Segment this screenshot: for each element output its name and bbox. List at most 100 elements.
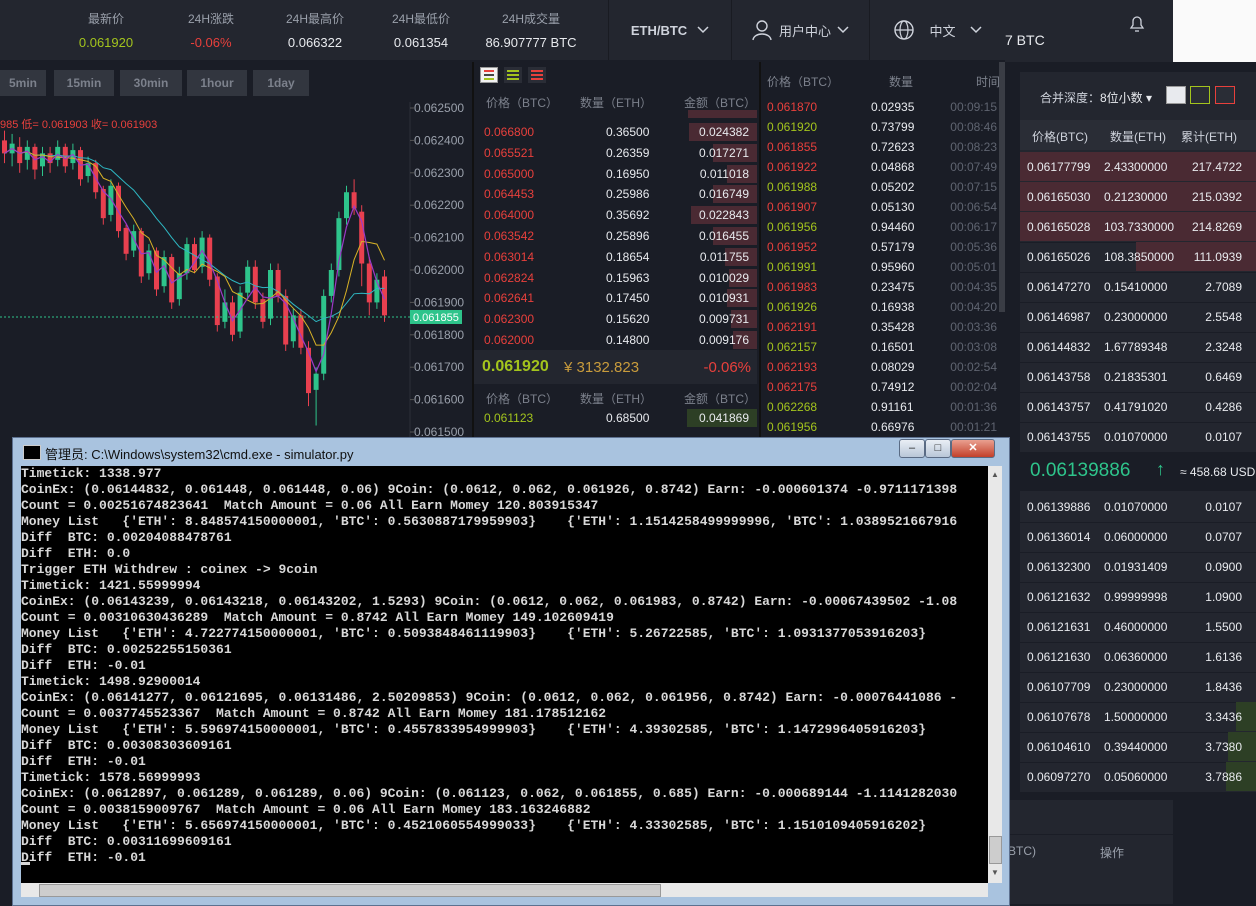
cmd-window[interactable]: 管理员: C:\Windows\system32\cmd.exe - simul… (12, 437, 1010, 906)
depth-bid-row[interactable]: 0.06107678 1.50000000 3.3436 (1020, 702, 1256, 733)
view-sell-icon[interactable] (1215, 86, 1235, 104)
timeframe-1hour[interactable]: 1hour (187, 70, 247, 96)
trade-price: 0.061956 (767, 220, 818, 234)
console-line: Money List {'ETH': 8.848574150000001, 'B… (21, 514, 958, 529)
view-sell-icon[interactable] (528, 67, 546, 83)
maximize-button[interactable]: □ (925, 439, 951, 458)
depth-bid-row[interactable]: 0.06139886 0.01070000 0.0107 (1020, 492, 1256, 523)
depth-ask-row[interactable]: 0.06177799 2.43300000 217.4722 (1020, 152, 1256, 183)
minimize-button[interactable]: – (899, 439, 925, 458)
console-line: Diff ETH: -0.01 (21, 850, 146, 865)
candle-body (275, 270, 281, 296)
pair-selector[interactable]: ETH/BTC (610, 0, 730, 60)
ask-row[interactable]: 0.065521 0.26359 0.017271 (474, 143, 757, 163)
depth-ask-row[interactable]: 0.06143758 0.21835301 0.6469 (1020, 362, 1256, 393)
depth-ask-row[interactable]: 0.06143757 0.41791020 0.4286 (1020, 392, 1256, 423)
ask-total: 0.016749 (698, 187, 749, 202)
depth-total: 3.7380 (1205, 740, 1242, 754)
ask-amount: 0.36500 (606, 125, 650, 139)
ask-amount: 0.15620 (606, 312, 650, 327)
trade-price: 0.061991 (767, 260, 818, 274)
ask-row[interactable]: 0.066800 0.36500 0.024382 (474, 122, 757, 142)
candle-body (214, 276, 220, 326)
order-book-panel: 价格（BTC） 数量（ETH） 金额（BTC） 0.066800 0.36500 0… (472, 62, 759, 437)
trade-time: 00:05:01 (950, 260, 997, 274)
depth-bid-row[interactable]: 0.06132300 0.01931409 0.0900 (1020, 552, 1256, 583)
candle-body (146, 250, 152, 274)
depth-bid-row[interactable]: 0.06121631 0.46000000 1.5500 (1020, 612, 1256, 643)
language-selector[interactable]: 中文 (870, 0, 1005, 60)
view-buy-icon[interactable] (504, 67, 522, 83)
stat-value: 86.907777 BTC (485, 35, 577, 50)
depth-bid-row[interactable]: 0.06136014 0.06000000 0.0707 (1020, 522, 1256, 553)
depth-amount: 1.50000000 (1104, 710, 1168, 724)
price-tick-label: 0.061500 (414, 425, 464, 437)
merge-depth-select[interactable]: 8位小数 ▾ (1100, 91, 1153, 105)
trade-row: 0.062157 0.16501 00:03:08 (761, 337, 1001, 357)
timeframe-30min[interactable]: 30min (120, 70, 182, 96)
depth-bar (727, 164, 757, 183)
ask-row[interactable]: 0.064000 0.35692 0.022843 (474, 205, 757, 225)
divider (731, 0, 732, 60)
user-center-menu[interactable]: 用户中心 (732, 0, 868, 60)
timeframe-15min[interactable]: 15min (54, 70, 114, 96)
trades-scrollbar[interactable] (999, 62, 1005, 312)
vertical-scrollbar[interactable]: ▲ ▼ (988, 466, 1002, 883)
close-button[interactable]: ✕ (951, 439, 995, 458)
scroll-thumb[interactable] (39, 884, 661, 897)
depth-bid-row[interactable]: 0.06121632 0.99999998 1.0900 (1020, 582, 1256, 613)
depth-bid-row[interactable]: 0.06097270 0.05060000 3.7886 (1020, 762, 1256, 793)
scroll-thumb[interactable] (989, 836, 1002, 864)
trade-price: 0.062191 (767, 320, 818, 334)
timeframe-5min[interactable]: 5min (0, 70, 46, 96)
depth-ask-row[interactable]: 0.06147270 0.15410000 2.7089 (1020, 272, 1256, 303)
ask-row[interactable]: 0.063542 0.25896 0.016455 (474, 226, 757, 246)
depth-ask-row[interactable]: 0.06165026 108.3850000 111.0939 (1020, 242, 1256, 273)
depth-ask-row[interactable]: 0.06165028 103.7330000 214.8269 (1020, 212, 1256, 243)
view-both-icon[interactable] (1166, 86, 1186, 104)
trade-row: 0.061991 0.95960 00:05:01 (761, 257, 1001, 277)
timeframe-1day[interactable]: 1day (253, 70, 309, 96)
notification-bell-icon[interactable] (1127, 14, 1147, 34)
candle-body (199, 237, 205, 267)
trade-time: 00:07:49 (950, 160, 997, 174)
depth-bid-row[interactable]: 0.06107709 0.23000000 1.8436 (1020, 672, 1256, 703)
depth-total: 1.5500 (1205, 620, 1242, 634)
console-output[interactable]: Timetick: 1338.977 CoinEx: (0.06144832, 0… (21, 466, 988, 883)
ask-row[interactable]: 0.062300 0.15620 0.009731 (474, 309, 757, 329)
ask-row[interactable]: 0.062641 0.17450 0.010931 (474, 288, 757, 308)
stat-24h-low: 24H最低价 0.061354 (366, 10, 476, 50)
ask-row[interactable]: 0.064453 0.25986 0.016749 (474, 184, 757, 204)
ask-row[interactable]: 0.065000 0.16950 0.011018 (474, 164, 757, 184)
view-both-icon[interactable] (480, 67, 498, 83)
trade-time: 00:03:08 (950, 340, 997, 354)
console-line: Diff BTC: 0.00252255150361 (21, 642, 232, 657)
horizontal-scrollbar[interactable] (21, 883, 988, 897)
ask-row[interactable]: 0.063014 0.18654 0.011755 (474, 247, 757, 267)
depth-ask-row[interactable]: 0.06144832 1.67789348 2.3248 (1020, 332, 1256, 363)
depth-ask-row[interactable]: 0.06143755 0.01070000 0.0107 (1020, 422, 1256, 453)
depth-ask-row[interactable]: 0.06146987 0.23000000 2.5548 (1020, 302, 1256, 333)
last-price: 0.061920 (482, 358, 549, 375)
scroll-up-arrow-icon[interactable]: ▲ (991, 470, 999, 479)
depth-price: 0.06136014 (1027, 530, 1091, 544)
depth-bar (691, 206, 757, 225)
depth-bid-row[interactable]: 0.06104610 0.39440000 3.7380 (1020, 732, 1256, 763)
depth-bid-row[interactable]: 0.06121630 0.06360000 1.6136 (1020, 642, 1256, 673)
depth-amount: 108.3850000 (1104, 250, 1175, 264)
ask-row[interactable]: 0.062000 0.14800 0.009176 (474, 330, 757, 350)
ask-amount: 0.25896 (606, 229, 650, 243)
candle-body (230, 302, 235, 335)
candlestick-chart[interactable]: 0.062500 0.062400 0.062300 0.062200 0.062100… (0, 102, 472, 437)
stat-24h-high: 24H最高价 0.066322 (260, 10, 370, 50)
view-buy-icon[interactable] (1190, 86, 1210, 104)
depth-amount: 1.67789348 (1104, 340, 1168, 354)
bid-amount: 0.68500 (606, 411, 650, 425)
scroll-down-arrow-icon[interactable]: ▼ (991, 868, 999, 877)
ask-row[interactable]: 0.062824 0.15963 0.010029 (474, 268, 757, 288)
bid-row[interactable]: 0.061123 0.68500 0.041869 (474, 408, 757, 428)
depth-ask-row[interactable]: 0.06165030 0.21230000 215.0392 (1020, 182, 1256, 213)
ask-price: 0.062641 (484, 291, 535, 306)
trade-price: 0.061855 (767, 140, 818, 154)
cmd-titlebar[interactable]: 管理员: C:\Windows\system32\cmd.exe - simul… (13, 438, 1009, 466)
